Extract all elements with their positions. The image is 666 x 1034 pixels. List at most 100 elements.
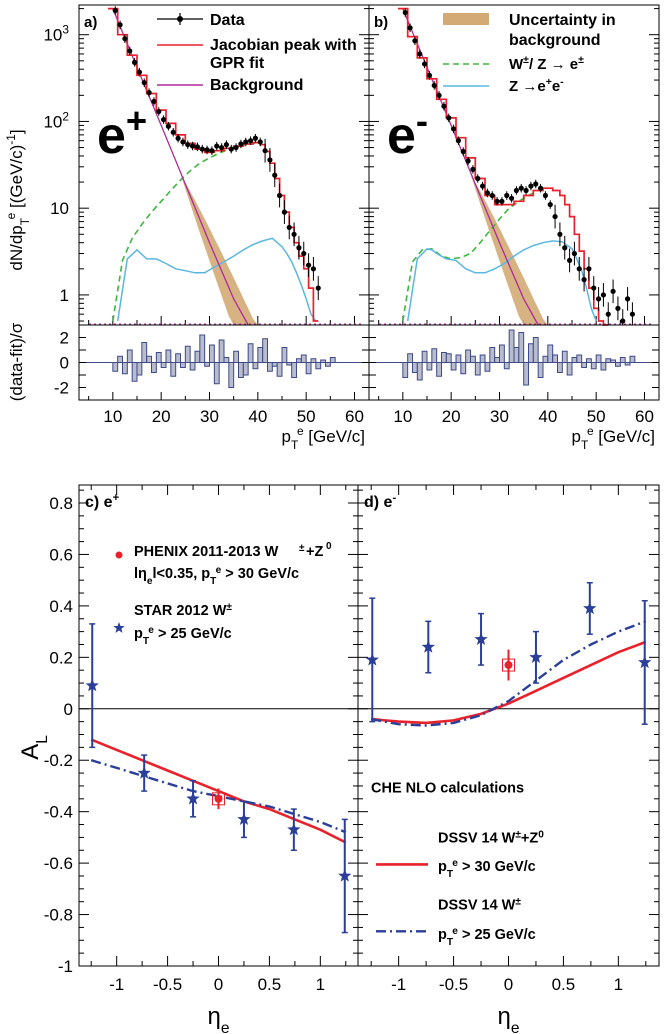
legend-phenix-cut: lηel<0.35, pTe > 30 GeV/c: [134, 565, 299, 587]
data-point: [180, 139, 186, 145]
star-data-point: [338, 869, 352, 882]
residual-bar: [204, 362, 211, 367]
phenix-sys-box: [502, 658, 515, 672]
legend-star-marker: [113, 622, 125, 633]
legend-phenix-label-sup: ±: [299, 543, 305, 554]
data-point: [624, 296, 631, 302]
y-tick-label: -0.4: [44, 803, 73, 822]
x-tick-label: 60: [345, 407, 364, 426]
residual-bar: [624, 362, 631, 366]
data-point: [499, 198, 505, 204]
data-point: [600, 292, 607, 298]
residual-bar: [218, 339, 225, 363]
residual-bar: [436, 362, 442, 377]
residual-bar: [402, 362, 409, 378]
residual-bar: [305, 362, 312, 375]
data-point: [151, 98, 157, 105]
star-data-point: [85, 678, 99, 692]
x-tick-label: 20: [442, 407, 461, 426]
star-data-point: [237, 812, 251, 825]
data-point: [484, 190, 491, 196]
residual-bar: [576, 354, 583, 363]
residual-bar: [136, 362, 143, 376]
residual-bar: [262, 338, 268, 363]
data-point: [489, 192, 495, 199]
residual-bar: [474, 362, 481, 376]
star-data-point: [365, 652, 379, 666]
y-axis-label: AL: [17, 735, 51, 760]
residual-bar: [160, 362, 167, 368]
data-point: [470, 166, 476, 172]
data-point: [504, 192, 510, 199]
legend-band-label: Uncertainty in: [509, 12, 616, 29]
residual-bar: [175, 353, 182, 363]
uncertainty-band: [470, 173, 548, 325]
star-data-point: [529, 650, 543, 663]
residual-bar: [131, 362, 138, 382]
legend-zee-label: Z →e+e-: [509, 76, 564, 95]
y-axis-label: dN/dpTe [(GeV/c)-1]: [4, 129, 32, 270]
data-point: [291, 231, 297, 237]
y-tick-label: 0: [60, 354, 69, 373]
data-point: [122, 36, 128, 42]
residual-bar: [310, 358, 317, 363]
z-ee-curve: [406, 240, 597, 322]
data-point: [615, 305, 621, 311]
x-tick-label: 60: [635, 407, 654, 426]
data-point: [426, 72, 433, 78]
residual-bar: [426, 362, 433, 371]
legend-dssv-wz-label: DSSV 14 W±+Z0: [438, 829, 544, 847]
data-point: [262, 148, 268, 154]
legend-phenix-label: PHENIX 2011-2013 W: [134, 544, 279, 560]
data-point: [199, 146, 205, 152]
phenix-sys-box: [212, 792, 225, 806]
legend-fit-label-2: GPR fit: [210, 55, 265, 72]
data-point: [571, 250, 578, 257]
residual-bar: [528, 343, 534, 363]
uncertainty-band: [180, 173, 258, 325]
x-tick-label: 0.5: [552, 975, 576, 994]
residual-bar: [407, 353, 413, 363]
residual-bar: [267, 362, 273, 372]
x-tick-label: 1: [614, 975, 623, 994]
x-tick-label: 50: [297, 407, 316, 426]
residual-bar: [416, 362, 423, 381]
x-tick-label: -1: [109, 975, 124, 994]
x-axis-label: ηe: [207, 1003, 229, 1034]
legend-star-cut: pTe > 25 GeV/c: [134, 625, 232, 647]
data-point: [233, 144, 239, 151]
residual-bar: [431, 348, 438, 363]
residual-bar: [165, 349, 172, 363]
residual-bar: [296, 358, 302, 363]
residual-bar: [151, 362, 157, 373]
residual-bar: [184, 345, 191, 363]
residual-bar: [581, 362, 588, 368]
y-tick-label: 0.8: [49, 494, 73, 513]
y-tick-label: 0.2: [49, 648, 73, 667]
data-point: [136, 69, 143, 75]
residual-bar: [189, 362, 196, 371]
data-point: [310, 266, 317, 272]
data-point: [194, 144, 201, 150]
residual-bar: [450, 362, 457, 371]
phenix-data-point: [504, 661, 513, 670]
data-point: [557, 231, 563, 237]
data-point: [228, 146, 234, 152]
residual-y-axis-label: (data-fit)/σ: [7, 322, 26, 401]
panel-a-particle-label: e+: [97, 100, 147, 166]
data-point: [562, 245, 568, 251]
residual-bar: [329, 357, 336, 363]
residual-bar: [325, 362, 331, 367]
legend-dssv-w-label: DSSV 14 W±: [438, 896, 521, 914]
residual-bar: [499, 344, 505, 363]
legend-star-label: STAR 2012 W±: [134, 602, 232, 620]
residual-b-frame: [368, 324, 660, 401]
residual-bar: [455, 354, 462, 363]
residual-bar: [247, 343, 254, 363]
residual-bar: [619, 357, 626, 363]
data-point: [605, 311, 611, 317]
x-tick-label: 1: [316, 975, 325, 994]
residual-bar: [300, 354, 307, 363]
residual-bar: [605, 358, 612, 363]
